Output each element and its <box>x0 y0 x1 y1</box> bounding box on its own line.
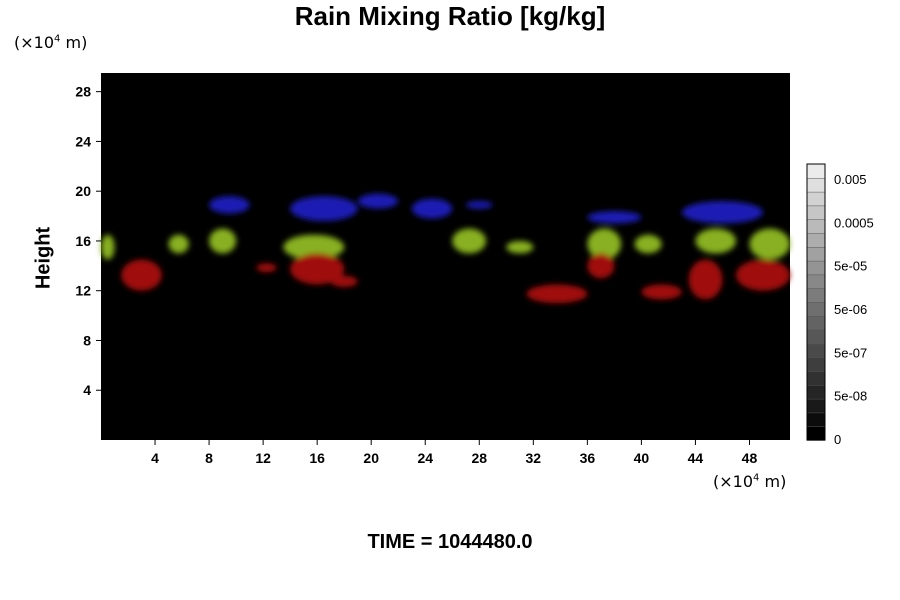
y-tick-label: 20 <box>75 183 91 199</box>
rain-feature-1 <box>290 196 358 222</box>
colorbar-level <box>806 287 826 303</box>
rain-feature-6 <box>681 201 763 224</box>
colorbar-level <box>806 177 826 193</box>
y-tick-label: 16 <box>75 233 91 249</box>
rain-feature-16 <box>749 228 790 260</box>
colorbar-level <box>806 246 826 262</box>
colorbar-level <box>806 232 826 248</box>
rain-feature-0 <box>209 196 250 214</box>
colorbar-label: 0 <box>834 432 841 447</box>
rain-features <box>101 193 790 304</box>
rain-feature-8 <box>168 234 189 254</box>
rain-feature-14 <box>634 234 662 254</box>
y-tick-label: 8 <box>83 332 91 348</box>
colorbar-level <box>806 398 826 414</box>
rain-feature-3 <box>411 198 453 219</box>
x-tick-label: 40 <box>634 450 650 466</box>
x-tick-label: 24 <box>417 450 433 466</box>
rain-feature-19 <box>290 253 345 285</box>
y-tick-label: 28 <box>75 84 91 100</box>
colorbar-label: 5e-08 <box>834 389 867 404</box>
colorbar-level <box>806 425 826 441</box>
x-tick-label: 28 <box>471 450 487 466</box>
colorbar-label: 0.0005 <box>834 215 874 230</box>
colorbar-label: 5e-06 <box>834 302 867 317</box>
rain-feature-13 <box>587 228 622 260</box>
x-tick-label: 48 <box>742 450 758 466</box>
rain-feature-9 <box>209 228 237 254</box>
colorbar-level <box>806 274 826 289</box>
rain-feature-4 <box>465 201 493 209</box>
rain-feature-10 <box>283 234 345 260</box>
rain-feature-21 <box>526 284 588 304</box>
rain-feature-5 <box>587 211 642 224</box>
colorbar-level <box>806 191 826 207</box>
rain-feature-23 <box>641 284 682 300</box>
rain-feature-25 <box>735 259 790 291</box>
colorbar-level <box>806 370 826 386</box>
chart-title: Rain Mixing Ratio [kg/kg] <box>294 1 606 31</box>
rain-feature-15 <box>695 228 736 254</box>
colorbar-level <box>806 315 826 331</box>
rain-feature-11 <box>452 228 487 254</box>
rain-feature-2 <box>357 193 399 209</box>
rain-feature-20 <box>330 275 358 287</box>
x-tick-label: 20 <box>363 450 379 466</box>
colorbar-label: 5e-05 <box>834 259 867 274</box>
rain-feature-18 <box>256 263 277 273</box>
y-axis-ticks: 4 8 12 16 20 24 28 <box>75 84 101 398</box>
colorbar-level <box>806 329 826 345</box>
x-tick-label: 8 <box>205 450 213 466</box>
x-axis-ticks: 4 8 12 16 20 24 28 32 36 40 44 48 <box>151 440 757 466</box>
rain-feature-22 <box>587 253 615 279</box>
rain-feature-7 <box>101 234 115 260</box>
y-axis-unit: (×104 m) <box>14 33 88 52</box>
x-tick-label: 44 <box>688 450 704 466</box>
colorbar-level <box>806 205 826 220</box>
x-axis-unit: (×104 m) <box>713 472 787 491</box>
colorbar-level <box>806 356 826 372</box>
y-tick-label: 4 <box>83 382 91 398</box>
y-tick-label: 12 <box>75 283 91 299</box>
colorbar-level <box>806 343 826 358</box>
rain-feature-24 <box>688 259 723 300</box>
colorbar-frame <box>806 163 826 441</box>
colorbar-label: 5e-07 <box>834 345 867 360</box>
time-label: TIME = 1044480.0 <box>367 531 533 553</box>
colorbar-level <box>806 218 826 234</box>
colorbar: 0.005 0.0005 5e-05 5e-06 5e-07 5e-08 0 <box>806 163 874 447</box>
x-tick-label: 4 <box>151 450 159 466</box>
x-tick-label: 16 <box>309 450 325 466</box>
y-tick-label: 24 <box>75 133 91 149</box>
x-tick-label: 12 <box>255 450 271 466</box>
colorbar-level <box>806 163 826 179</box>
x-tick-label: 32 <box>526 450 542 466</box>
rain-feature-12 <box>506 240 534 254</box>
plot-area <box>101 73 790 440</box>
rain-feature-17 <box>121 259 162 291</box>
colorbar-level <box>806 301 826 317</box>
colorbar-label: 0.005 <box>834 172 867 187</box>
x-tick-label: 36 <box>580 450 596 466</box>
colorbar-level <box>806 384 826 400</box>
colorbar-level <box>806 260 826 276</box>
colorbar-level <box>806 412 826 427</box>
